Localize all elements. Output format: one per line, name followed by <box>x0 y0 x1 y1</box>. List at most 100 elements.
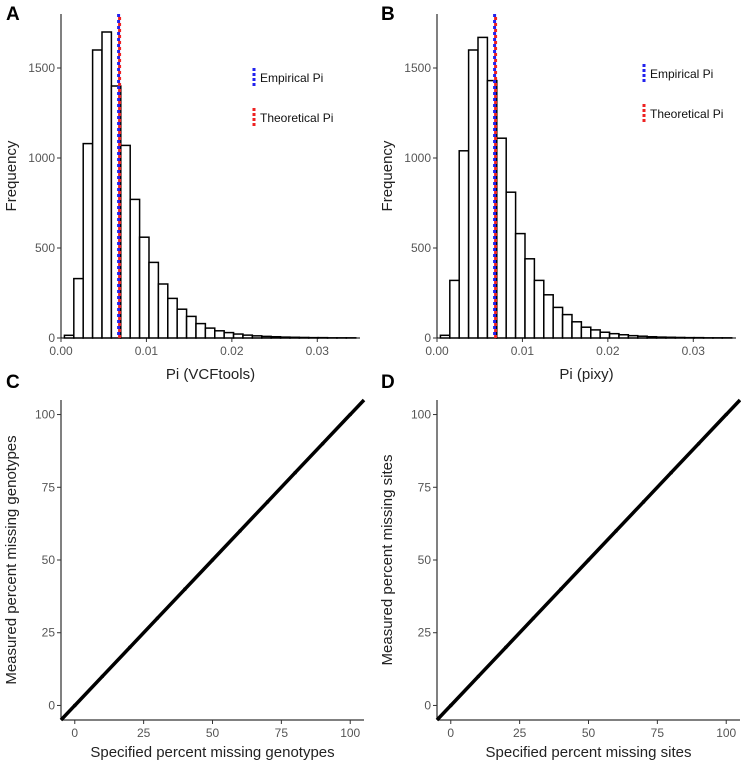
x-tick-label: 75 <box>275 726 289 740</box>
histogram-bar <box>214 330 225 339</box>
histogram-bar <box>73 277 84 339</box>
legend-theoretical-label: Theoretical Pi <box>260 111 333 125</box>
data-point <box>293 470 297 475</box>
y-tick-label: 25 <box>418 626 432 640</box>
y-tick-label: 75 <box>42 480 56 494</box>
histogram-bar <box>120 144 131 339</box>
histogram-bar <box>477 36 489 339</box>
data-point <box>559 587 563 591</box>
histogram-bar <box>496 137 507 339</box>
histogram-bar <box>505 191 517 339</box>
data-point <box>696 441 701 446</box>
x-tick-label: 25 <box>513 726 527 740</box>
histogram-bar <box>514 232 526 339</box>
data-point <box>183 587 187 591</box>
data-point <box>586 558 591 562</box>
y-tick-label: 1000 <box>28 151 55 165</box>
y-axis-title: Frequency <box>3 140 20 211</box>
data-point <box>614 529 618 533</box>
x-tick-label: 0.01 <box>135 344 159 358</box>
data-point <box>265 500 270 504</box>
x-tick-label: 50 <box>582 726 596 740</box>
data-point <box>476 674 481 679</box>
histogram-bar <box>204 327 216 339</box>
histogram-bar <box>251 335 263 339</box>
histogram-bar <box>129 198 141 339</box>
x-axis-title: Pi (VCFtools) <box>166 366 255 383</box>
data-point <box>504 645 508 650</box>
histogram-bar <box>148 261 160 339</box>
y-tick-label: 1000 <box>404 151 431 165</box>
y-tick-label: 500 <box>411 241 431 255</box>
histogram-bar <box>176 308 188 339</box>
histogram-bar <box>298 336 310 339</box>
identity-line-extension <box>59 704 77 722</box>
legend-empirical-label: Empirical Pi <box>650 67 713 81</box>
histogram-bar <box>458 150 470 339</box>
histogram-bar <box>552 306 564 339</box>
identity-line-extension <box>724 398 741 416</box>
x-tick-label: 100 <box>716 726 736 740</box>
data-point <box>448 703 453 708</box>
data-point <box>724 412 729 417</box>
data-point <box>100 674 105 679</box>
histogram-bar <box>223 331 235 339</box>
y-tick-label: 100 <box>411 408 431 422</box>
x-tick-label: 50 <box>206 726 220 740</box>
y-tick-label: 500 <box>35 241 55 255</box>
data-point <box>320 441 325 446</box>
histogram-bar <box>618 334 630 339</box>
data-point <box>128 645 132 650</box>
x-axis-title: Specified percent missing genotypes <box>90 744 334 761</box>
panel-letter-b: B <box>381 4 395 25</box>
data-point <box>155 616 160 620</box>
y-tick-label: 100 <box>35 408 55 422</box>
histogram-bar <box>533 279 545 339</box>
panel-letter-d: D <box>381 372 395 393</box>
y-tick-label: 0 <box>424 331 431 345</box>
y-tick-label: 0 <box>48 698 55 712</box>
x-tick-label: 75 <box>651 726 665 740</box>
y-tick-label: 50 <box>42 553 56 567</box>
histogram-bar <box>195 322 207 339</box>
panel-a: A 0.00 0.01 0.02 0.03 0 500 1000 1500 Pi (VCFtoo… <box>3 4 360 383</box>
histogram-bar <box>232 333 244 339</box>
panel-letter-a: A <box>6 4 20 25</box>
histogram-bar <box>449 279 460 339</box>
histogram-bar <box>261 335 272 339</box>
histogram-bar <box>646 335 658 339</box>
data-point <box>72 703 77 708</box>
histogram-bar <box>63 334 75 339</box>
histogram-bar <box>665 336 677 339</box>
data-point <box>210 558 215 562</box>
data-point <box>641 500 646 504</box>
y-axis-title: Frequency <box>379 140 396 211</box>
x-axis-title: Pi (pixy) <box>559 366 613 383</box>
x-axis-title: Specified percent missing sites <box>486 744 692 761</box>
y-tick-label: 75 <box>418 480 432 494</box>
histogram-bar <box>167 297 178 339</box>
histogram-bar <box>242 334 254 339</box>
y-tick-label: 50 <box>418 553 432 567</box>
x-tick-label: 0 <box>447 726 454 740</box>
histogram-bar <box>571 321 583 339</box>
histogram-bar <box>439 334 451 339</box>
histogram-bar <box>590 329 601 339</box>
panel-d: D 0 25 50 75 100 0 25 50 75 100 Specified percent … <box>379 372 741 761</box>
histogram-bar <box>561 313 573 339</box>
histogram-bar <box>157 283 169 339</box>
x-tick-label: 25 <box>137 726 151 740</box>
histogram-bar <box>655 336 667 339</box>
data-point <box>669 470 673 475</box>
legend-theoretical-label: Theoretical Pi <box>650 107 723 121</box>
histogram-bar <box>599 331 611 339</box>
histogram-bar <box>270 335 282 339</box>
identity-line-extension <box>348 398 366 416</box>
panel-letter-c: C <box>6 372 20 393</box>
x-tick-label: 0.02 <box>596 344 620 358</box>
histogram-bar <box>637 335 648 339</box>
y-axis-title: Measured percent missing genotypes <box>3 435 20 684</box>
data-point <box>531 616 536 620</box>
histogram-bar <box>524 258 536 339</box>
histogram-bar <box>674 336 686 339</box>
